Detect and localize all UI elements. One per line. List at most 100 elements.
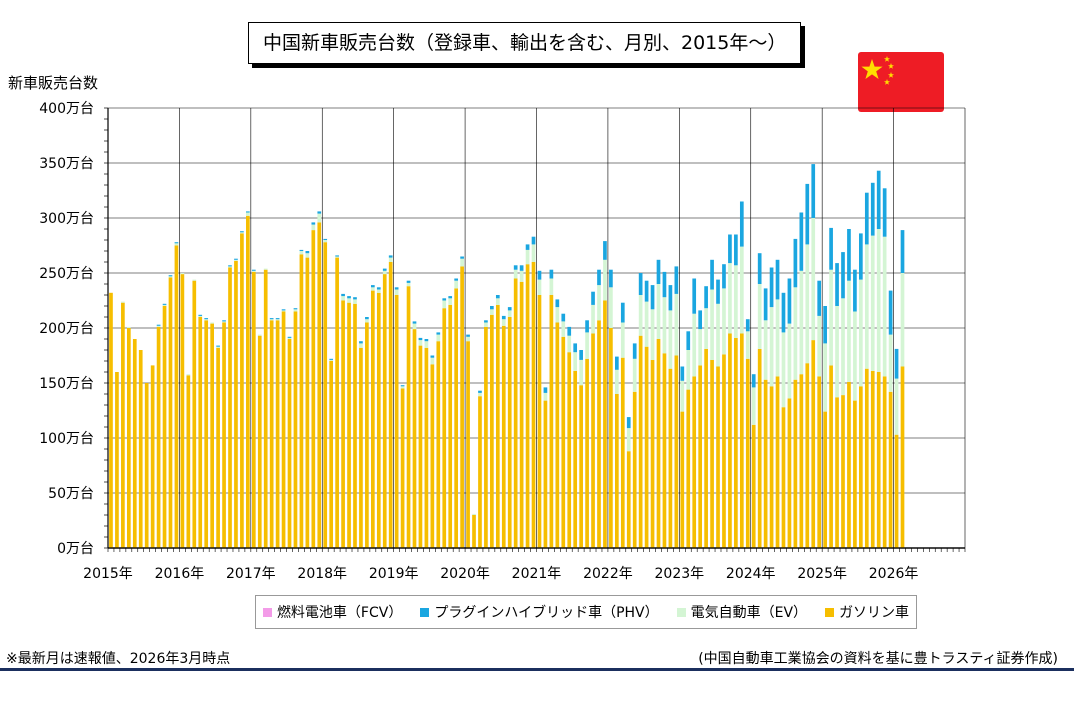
- bar-layer: [109, 164, 905, 549]
- bar-phv: [240, 231, 244, 233]
- bar-gasoline: [442, 308, 447, 548]
- bar-gasoline: [162, 306, 167, 548]
- bar-ev: [180, 273, 185, 275]
- bar-gasoline: [144, 383, 149, 548]
- bar-phv: [561, 313, 566, 322]
- bar-ev: [626, 428, 631, 452]
- x-tick-label: 2021年: [512, 566, 562, 582]
- bar-ev: [388, 257, 393, 262]
- bar-gasoline: [263, 269, 268, 548]
- bar-gasoline: [537, 295, 542, 548]
- y-axis-label: 新車販売台数: [8, 74, 98, 92]
- bar-phv: [490, 306, 494, 310]
- bar-phv: [519, 265, 524, 271]
- bar-gasoline: [662, 353, 667, 548]
- chart-title: 中国新車販売台数（登録車、輸出を含む、月別、2015年～）: [248, 22, 802, 64]
- bar-ev: [829, 269, 833, 366]
- bar-phv: [454, 278, 459, 281]
- bar-gasoline: [317, 222, 322, 548]
- bar-ev: [722, 288, 726, 355]
- bar-phv: [222, 320, 226, 322]
- bar-phv: [305, 251, 310, 254]
- bar-phv: [870, 182, 875, 236]
- bar-ev: [632, 358, 637, 392]
- bar-ev: [805, 244, 810, 364]
- bar-ev: [847, 280, 851, 382]
- bar-ev: [644, 301, 649, 347]
- bar-ev: [799, 270, 804, 375]
- source-credit: (中国自動車工業協会の資料を基に豊トラスティ証券作成): [698, 651, 1058, 667]
- bar-gasoline: [710, 359, 714, 548]
- bar-ev: [620, 322, 625, 358]
- bar-ev: [686, 350, 691, 390]
- bar-ev: [317, 213, 322, 223]
- bar-phv: [864, 192, 869, 245]
- bar-phv: [430, 355, 435, 358]
- bar-ev: [835, 306, 839, 398]
- bar-ev: [311, 224, 316, 231]
- bar-gasoline: [704, 348, 708, 548]
- bar-ev: [704, 308, 708, 349]
- bar-ev: [335, 256, 339, 258]
- bar-phv: [555, 299, 560, 308]
- bar-phv: [614, 356, 619, 370]
- bar-phv: [579, 350, 583, 360]
- stacked-bar-chart: 新車販売台数 0万台 50万台 100万台 150万台 200万台 250万台 300万台 3…: [8, 74, 966, 582]
- bar-gasoline: [150, 365, 155, 548]
- legend-item-ev: 電気自動車（EV）: [676, 602, 807, 622]
- bottom-rule: [0, 668, 1074, 671]
- bar-phv: [811, 164, 816, 218]
- bar-phv: [317, 211, 322, 214]
- bar-gasoline: [716, 366, 720, 548]
- bar-gasoline: [817, 376, 822, 548]
- bar-ev: [513, 269, 518, 279]
- bar-phv: [382, 268, 387, 271]
- bar-ev: [507, 310, 512, 317]
- bar-ev: [745, 331, 750, 359]
- bar-ev: [603, 259, 607, 301]
- bar-gasoline: [109, 292, 113, 548]
- bar-ev: [210, 322, 214, 324]
- bar-ev: [614, 369, 619, 394]
- bar-phv: [876, 170, 881, 229]
- bar-gasoline: [132, 339, 137, 548]
- bar-phv: [168, 275, 173, 277]
- bar-gasoline: [626, 451, 631, 548]
- bar-phv: [734, 234, 738, 266]
- bar-gasoline: [376, 292, 381, 548]
- bar-gasoline: [275, 320, 280, 548]
- bar-ev: [585, 332, 589, 359]
- bar-gasoline: [341, 300, 345, 548]
- bar-phv: [609, 269, 613, 288]
- bar-ev: [656, 284, 661, 339]
- bar-ev: [406, 282, 411, 287]
- bar-gasoline: [513, 278, 518, 548]
- bar-ev: [484, 322, 488, 327]
- y-tick-label: 0万台: [57, 541, 94, 557]
- bar-gasoline: [882, 376, 887, 548]
- bar-ev: [478, 392, 482, 397]
- bar-gasoline: [793, 379, 798, 548]
- bar-ev: [382, 270, 387, 275]
- bar-phv: [442, 298, 447, 301]
- bar-ev: [299, 251, 304, 255]
- bar-ev: [859, 279, 863, 387]
- bar-phv: [388, 255, 393, 258]
- bar-ev: [734, 265, 738, 338]
- bar-phv: [882, 188, 887, 237]
- bar-gasoline: [579, 385, 583, 548]
- bar-gasoline: [620, 357, 625, 548]
- x-tick-label: 2017年: [226, 566, 276, 582]
- bar-ev: [121, 301, 125, 303]
- legend-swatch-phv: [420, 607, 430, 617]
- bar-gasoline: [490, 314, 494, 548]
- bar-gasoline: [888, 391, 893, 548]
- y-tick-label: 350万台: [39, 156, 94, 172]
- bar-phv: [466, 334, 470, 337]
- bar-gasoline: [829, 365, 833, 548]
- footnote: ※最新月は速報値、2026年3月時点: [6, 651, 231, 667]
- legend: 燃料電池車（FCV） プラグインハイブリッド車（PHV） 電気自動車（EV） ガ…: [255, 595, 917, 629]
- bar-gasoline: [519, 281, 524, 548]
- bar-gasoline: [870, 370, 875, 548]
- bar-ev: [359, 343, 363, 348]
